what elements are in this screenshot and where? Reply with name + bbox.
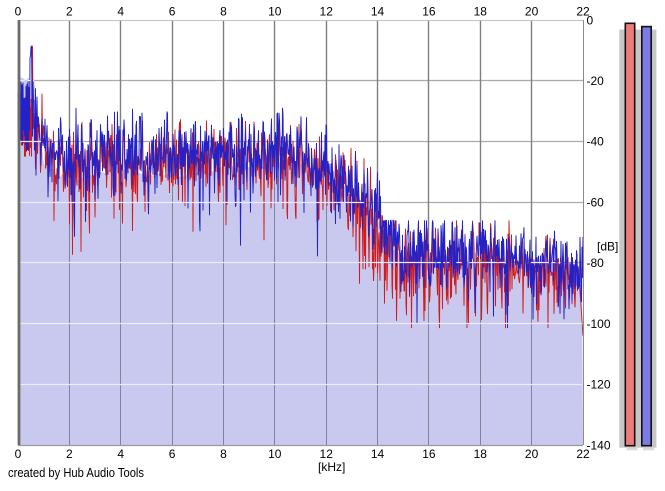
svg-text:-80: -80 xyxy=(587,256,605,270)
svg-text:[kHz]: [kHz] xyxy=(318,460,345,474)
svg-text:2: 2 xyxy=(66,447,73,461)
svg-text:-120: -120 xyxy=(587,378,611,392)
svg-text:-140: -140 xyxy=(587,438,611,452)
svg-text:12: 12 xyxy=(320,5,334,19)
svg-text:-60: -60 xyxy=(587,195,605,209)
svg-text:10: 10 xyxy=(268,5,282,19)
svg-text:0: 0 xyxy=(587,13,594,27)
svg-text:4: 4 xyxy=(117,5,124,19)
svg-text:16: 16 xyxy=(422,5,436,19)
svg-text:6: 6 xyxy=(169,5,176,19)
svg-text:8: 8 xyxy=(220,447,227,461)
svg-text:2: 2 xyxy=(66,5,73,19)
svg-text:[dB]: [dB] xyxy=(597,240,618,254)
svg-text:22: 22 xyxy=(576,447,590,461)
svg-text:0: 0 xyxy=(15,447,22,461)
svg-text:20: 20 xyxy=(525,447,539,461)
svg-text:8: 8 xyxy=(220,5,227,19)
svg-text:-20: -20 xyxy=(587,74,605,88)
svg-text:-40: -40 xyxy=(587,135,605,149)
svg-text:22: 22 xyxy=(576,5,590,19)
svg-text:created by Hub Audio Tools: created by Hub Audio Tools xyxy=(8,465,144,480)
svg-text:18: 18 xyxy=(474,447,488,461)
svg-text:14: 14 xyxy=(371,5,385,19)
svg-text:0: 0 xyxy=(15,5,22,19)
svg-text:20: 20 xyxy=(525,5,539,19)
svg-text:16: 16 xyxy=(422,447,436,461)
svg-text:4: 4 xyxy=(117,447,124,461)
svg-text:12: 12 xyxy=(320,447,334,461)
svg-text:-100: -100 xyxy=(587,317,611,331)
svg-text:18: 18 xyxy=(474,5,488,19)
svg-text:6: 6 xyxy=(169,447,176,461)
svg-text:10: 10 xyxy=(268,447,282,461)
svg-text:14: 14 xyxy=(371,447,385,461)
